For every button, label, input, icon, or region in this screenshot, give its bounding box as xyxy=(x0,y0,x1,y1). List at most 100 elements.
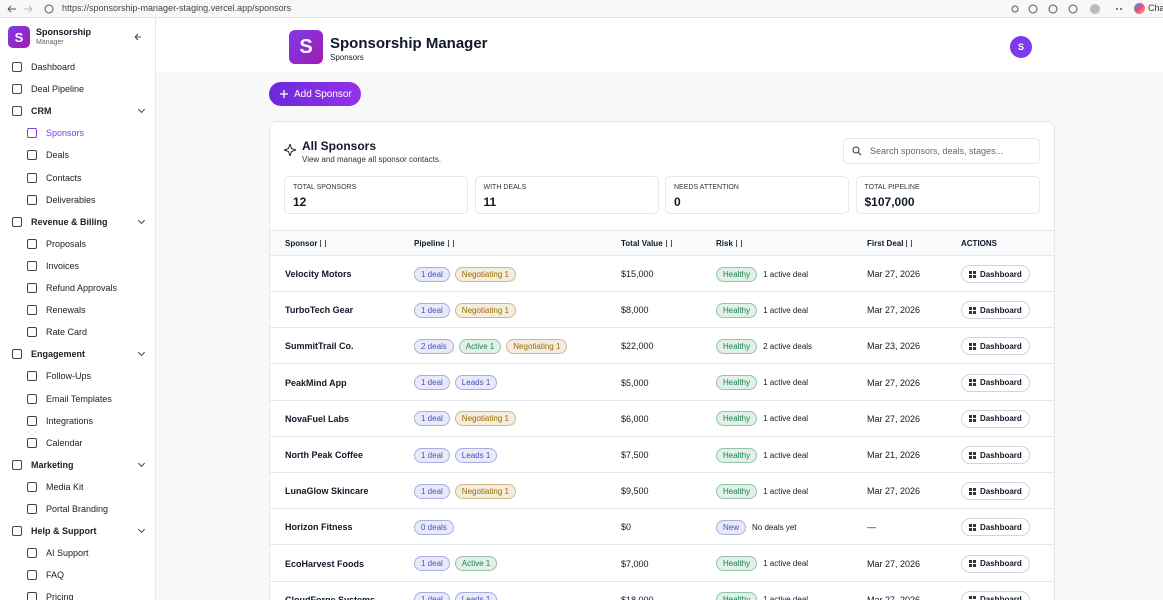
nav-label[interactable]: FAQ xyxy=(46,570,65,581)
nav-item[interactable]: Revenue & Billing xyxy=(12,214,146,230)
nav-label[interactable]: Calendar xyxy=(46,437,83,448)
nav-item[interactable]: CRM xyxy=(12,103,146,119)
dashboard-label[interactable]: Dashboard xyxy=(980,595,1022,600)
nav-label[interactable]: Refund Approvals xyxy=(46,283,118,293)
column-label[interactable]: Risk xyxy=(716,238,733,248)
column-label[interactable]: Total Value xyxy=(621,238,663,248)
nav-item[interactable]: Marketing xyxy=(12,457,146,473)
nav-label[interactable]: Engagement xyxy=(31,349,86,360)
dashboard-label[interactable]: Dashboard xyxy=(980,341,1022,351)
dashboard-label[interactable]: Dashboard xyxy=(980,378,1022,388)
nav-subitem[interactable]: Calendar xyxy=(27,435,147,451)
dashboard-button[interactable]: Dashboard xyxy=(961,301,1030,320)
nav-subitem[interactable]: FAQ xyxy=(27,567,147,583)
url[interactable]: https://sponsorship-manager-staging.verc… xyxy=(62,3,292,13)
dashboard-label[interactable]: Dashboard xyxy=(980,305,1022,315)
sponsor-name[interactable]: TurboTech Gear xyxy=(285,305,354,316)
nav-subitem[interactable]: Pricing xyxy=(27,589,147,600)
browser-icons[interactable] xyxy=(1005,2,1135,16)
nav-subitem[interactable]: Sponsors xyxy=(27,125,147,141)
column-header[interactable]: Sponsor xyxy=(285,230,327,256)
nav-label[interactable]: Contacts xyxy=(46,172,82,183)
nav-subitem[interactable]: Portal Branding xyxy=(27,501,147,517)
nav-label[interactable]: Renewals xyxy=(46,305,86,316)
dashboard-button[interactable]: Dashboard xyxy=(961,265,1030,283)
nav-label[interactable]: Proposals xyxy=(46,238,87,249)
sidebar-logo[interactable]: S xyxy=(8,26,30,48)
nav-subitem[interactable]: Media Kit xyxy=(27,479,147,495)
nav-item[interactable]: Dashboard xyxy=(12,59,144,75)
dashboard-button[interactable]: Dashboard xyxy=(961,409,1030,428)
column-header[interactable]: First Deal xyxy=(867,230,913,256)
dashboard-button[interactable]: Dashboard xyxy=(961,590,1030,600)
nav-label[interactable]: Marketing xyxy=(31,459,74,470)
nav-label[interactable]: AI Support xyxy=(46,548,89,559)
dashboard-button[interactable]: Dashboard xyxy=(961,482,1030,501)
nav-subitem[interactable]: Integrations xyxy=(27,413,147,429)
nav-label[interactable]: Invoices xyxy=(46,260,80,271)
nav-label[interactable]: Deliverables xyxy=(46,194,96,205)
nav-label[interactable]: Help & Support xyxy=(31,526,97,537)
add-sponsor-label[interactable]: Add Sponsor xyxy=(294,88,352,100)
column-label[interactable]: ACTIONS xyxy=(961,238,997,248)
nav-label[interactable]: Follow-Ups xyxy=(46,371,92,382)
nav-label[interactable]: Pricing xyxy=(46,592,74,600)
dashboard-label[interactable]: Dashboard xyxy=(980,522,1022,532)
nav-subitem[interactable]: Invoices xyxy=(27,258,147,274)
column-label[interactable]: First Deal xyxy=(867,238,904,248)
sponsor-name[interactable]: CloudForge Systems xyxy=(285,594,376,600)
column-header[interactable]: Risk xyxy=(716,230,742,256)
dashboard-button[interactable]: Dashboard xyxy=(961,446,1030,464)
dashboard-label[interactable]: Dashboard xyxy=(980,450,1022,460)
nav-subitem[interactable]: AI Support xyxy=(27,545,147,561)
nav-label[interactable]: CRM xyxy=(31,106,52,117)
sponsor-name[interactable]: Horizon Fitness xyxy=(285,522,353,533)
sponsor-name[interactable]: North Peak Coffee xyxy=(285,450,364,460)
dashboard-label[interactable]: Dashboard xyxy=(980,486,1022,496)
nav-subitem[interactable]: Follow-Ups xyxy=(27,368,147,384)
nav-item[interactable]: Help & Support xyxy=(12,523,146,539)
column-label[interactable]: Sponsor xyxy=(285,238,318,248)
profile-label[interactable]: Cha xyxy=(1148,3,1163,13)
nav-subitem[interactable]: Deals xyxy=(27,147,147,163)
dashboard-button[interactable]: Dashboard xyxy=(961,554,1030,573)
search-placeholder[interactable]: Search sponsors, deals, stages... xyxy=(870,146,1004,156)
dashboard-button[interactable]: Dashboard xyxy=(961,518,1030,537)
sponsor-name[interactable]: PeakMind App xyxy=(285,377,347,388)
nav-label[interactable]: Deals xyxy=(46,150,70,161)
nav-item[interactable]: Engagement xyxy=(12,346,146,362)
sponsor-name[interactable]: Velocity Motors xyxy=(285,269,352,279)
add-sponsor-button[interactable]: Add Sponsor xyxy=(269,82,361,106)
dashboard-button[interactable]: Dashboard xyxy=(961,337,1030,356)
nav-label[interactable]: Portal Branding xyxy=(46,504,109,514)
nav-subitem[interactable]: Rate Card xyxy=(27,324,147,340)
dashboard-label[interactable]: Dashboard xyxy=(980,559,1022,569)
nav-label[interactable]: Media Kit xyxy=(46,481,84,492)
column-label[interactable]: Pipeline xyxy=(414,238,445,248)
search-box[interactable]: Search sponsors, deals, stages... xyxy=(843,138,1040,164)
collapse[interactable] xyxy=(133,32,143,42)
dashboard-button[interactable]: Dashboard xyxy=(961,373,1030,392)
column-header[interactable]: ACTIONS xyxy=(961,230,997,256)
sponsor-name[interactable]: SummitTrail Co. xyxy=(285,341,354,352)
nav-subitem[interactable]: Renewals xyxy=(27,302,147,318)
sponsor-name[interactable]: LunaGlow Skincare xyxy=(285,486,369,497)
nav-label[interactable]: Sponsors xyxy=(46,128,85,139)
nav-subitem[interactable]: Deliverables xyxy=(27,192,147,208)
nav-label[interactable]: Dashboard xyxy=(31,62,76,72)
nav-label[interactable]: Integrations xyxy=(46,415,94,426)
nav-item[interactable]: Deal Pipeline xyxy=(12,81,144,97)
profile-icon[interactable] xyxy=(1134,3,1145,14)
nav-label[interactable]: Email Templates xyxy=(46,393,112,404)
nav-subitem[interactable]: Refund Approvals xyxy=(27,280,147,296)
avatar[interactable]: S xyxy=(1010,36,1032,58)
nav-label[interactable]: Deal Pipeline xyxy=(31,84,85,95)
nav-subitem[interactable]: Proposals xyxy=(27,236,147,252)
column-header[interactable]: Pipeline xyxy=(414,230,454,256)
sponsor-name[interactable]: NovaFuel Labs xyxy=(285,413,350,424)
dashboard-label[interactable]: Dashboard xyxy=(980,414,1022,424)
nav-label[interactable]: Rate Card xyxy=(46,327,88,338)
nav-buttons[interactable] xyxy=(4,2,60,16)
nav-subitem[interactable]: Email Templates xyxy=(27,391,147,407)
dashboard-label[interactable]: Dashboard xyxy=(980,269,1022,279)
